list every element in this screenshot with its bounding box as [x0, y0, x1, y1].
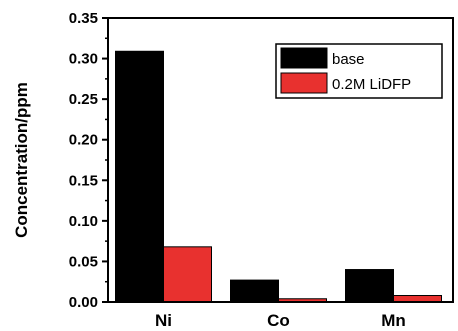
legend-swatch-0 — [280, 47, 328, 69]
x-tick-label-ni: Ni — [155, 311, 172, 330]
y-tick-label-0.10: 0.10 — [69, 213, 98, 230]
y-tick-label-0.20: 0.20 — [69, 132, 98, 149]
legend-label-0: base — [332, 51, 365, 68]
x-tick-label-co: Co — [267, 311, 290, 330]
bar-base-co — [230, 279, 279, 303]
y-tick-label-0.05: 0.05 — [69, 253, 98, 270]
legend: base 0.2M LiDFP — [275, 43, 443, 99]
y-tick-label-0.25: 0.25 — [69, 91, 98, 108]
bar-base-ni — [115, 50, 164, 303]
y-tick-label-0.35: 0.35 — [69, 10, 98, 27]
bar-0-2m-lidfp-ni — [163, 246, 212, 303]
bars-layer — [115, 50, 442, 303]
x-tick-label-mn: Mn — [381, 311, 406, 330]
legend-label-1: 0.2M LiDFP — [332, 76, 411, 93]
y-tick-label-0.15: 0.15 — [69, 172, 98, 189]
y-tick-label-0.00: 0.00 — [69, 294, 98, 311]
legend-swatch-1 — [280, 72, 328, 94]
y-axis-title: Concentration/ppm — [12, 82, 31, 238]
bar-base-mn — [345, 269, 394, 303]
axes-layer: Ni Co Mn 0.00 0.05 0.10 0.15 0.20 0.25 0.30 0.35 — [69, 10, 454, 330]
y-tick-label-0.30: 0.30 — [69, 51, 98, 68]
